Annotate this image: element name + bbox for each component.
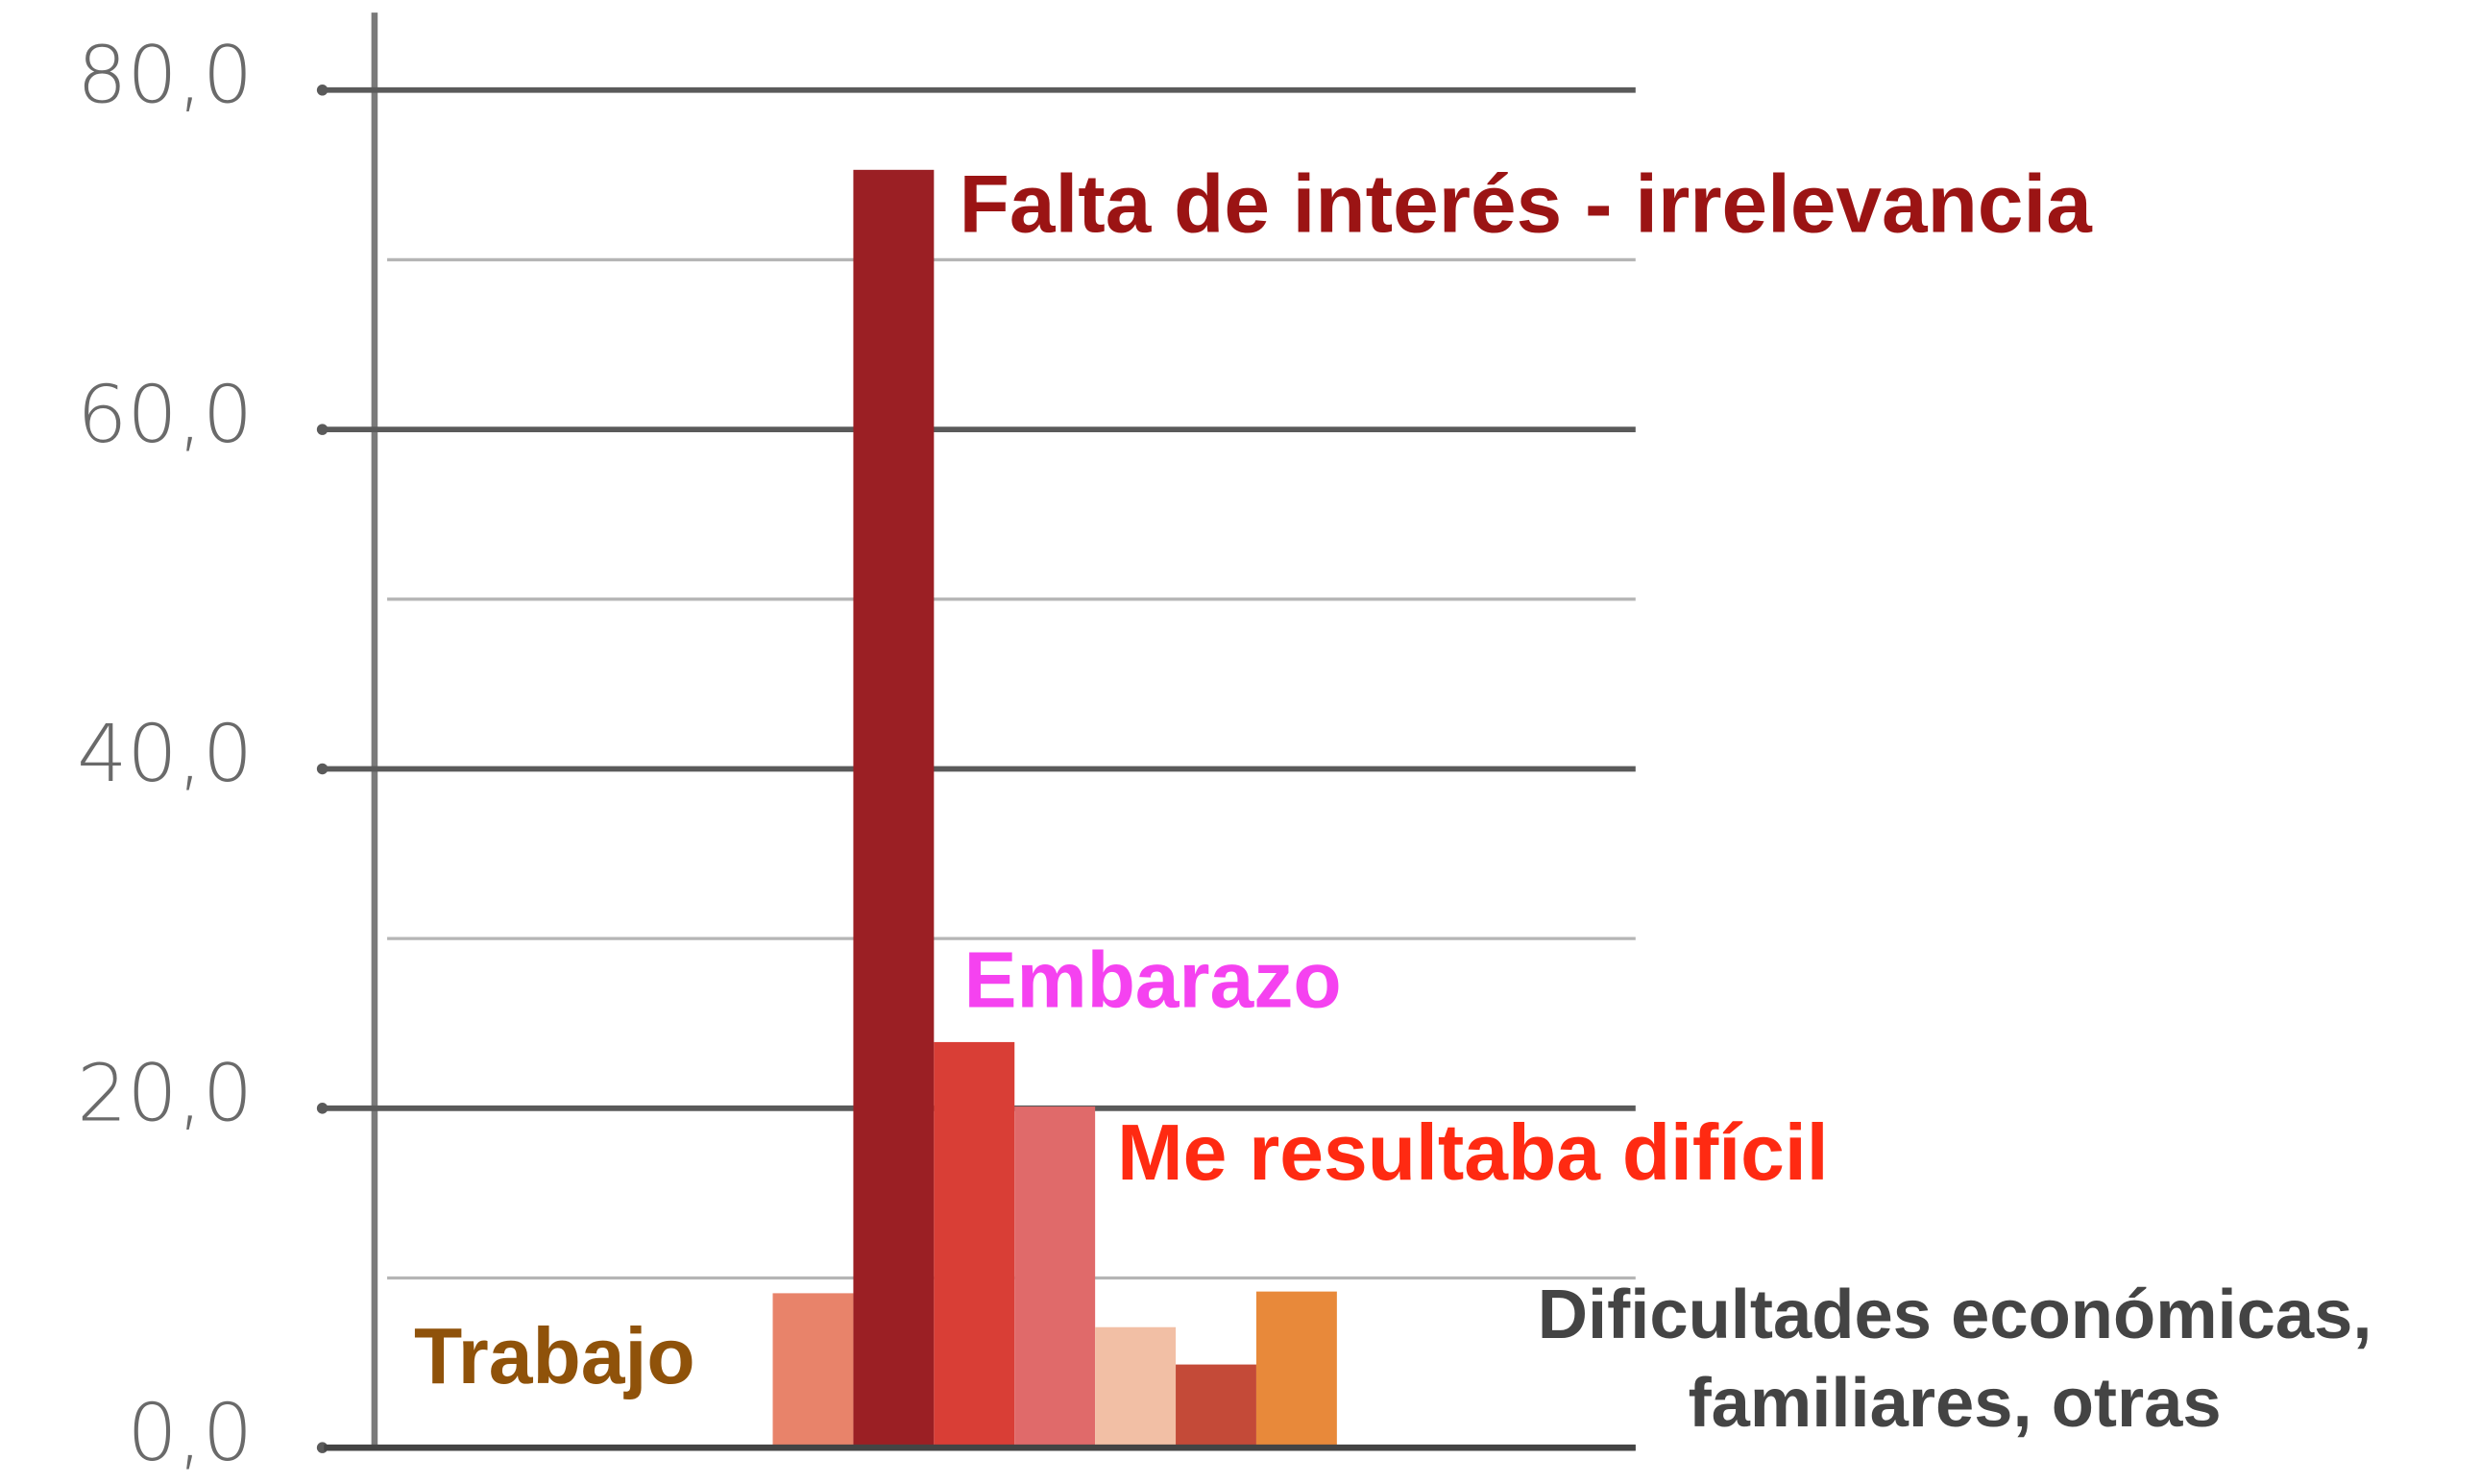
- bar: [1176, 1364, 1256, 1448]
- y-tick-label: 60,0: [77, 370, 253, 461]
- annotation: Embarazo: [964, 937, 1342, 1024]
- bar: [853, 169, 935, 1448]
- tick-dot: [316, 1103, 328, 1114]
- bar: [772, 1293, 854, 1448]
- annotation: Falta de interés - irrelevancia: [960, 158, 2094, 250]
- tick-dot: [316, 763, 328, 775]
- y-tick-label: 40,0: [77, 709, 253, 800]
- y-tick-label: 20,0: [77, 1048, 253, 1139]
- y-tick-label: 80,0: [77, 30, 253, 121]
- annotation: familiares, otras: [1689, 1364, 2222, 1442]
- annotation: Dificultades económicas,: [1538, 1276, 2372, 1353]
- y-tick-label: 0,0: [127, 1388, 253, 1479]
- annotation: Trabajo: [414, 1313, 695, 1400]
- bar: [1255, 1291, 1337, 1448]
- annotation: Me resultaba difícil: [1117, 1109, 1828, 1197]
- bar: [1014, 1107, 1096, 1448]
- tick-dot: [316, 85, 328, 96]
- tick-dot: [316, 424, 328, 435]
- bar: [1095, 1326, 1177, 1448]
- bar: [934, 1041, 1015, 1448]
